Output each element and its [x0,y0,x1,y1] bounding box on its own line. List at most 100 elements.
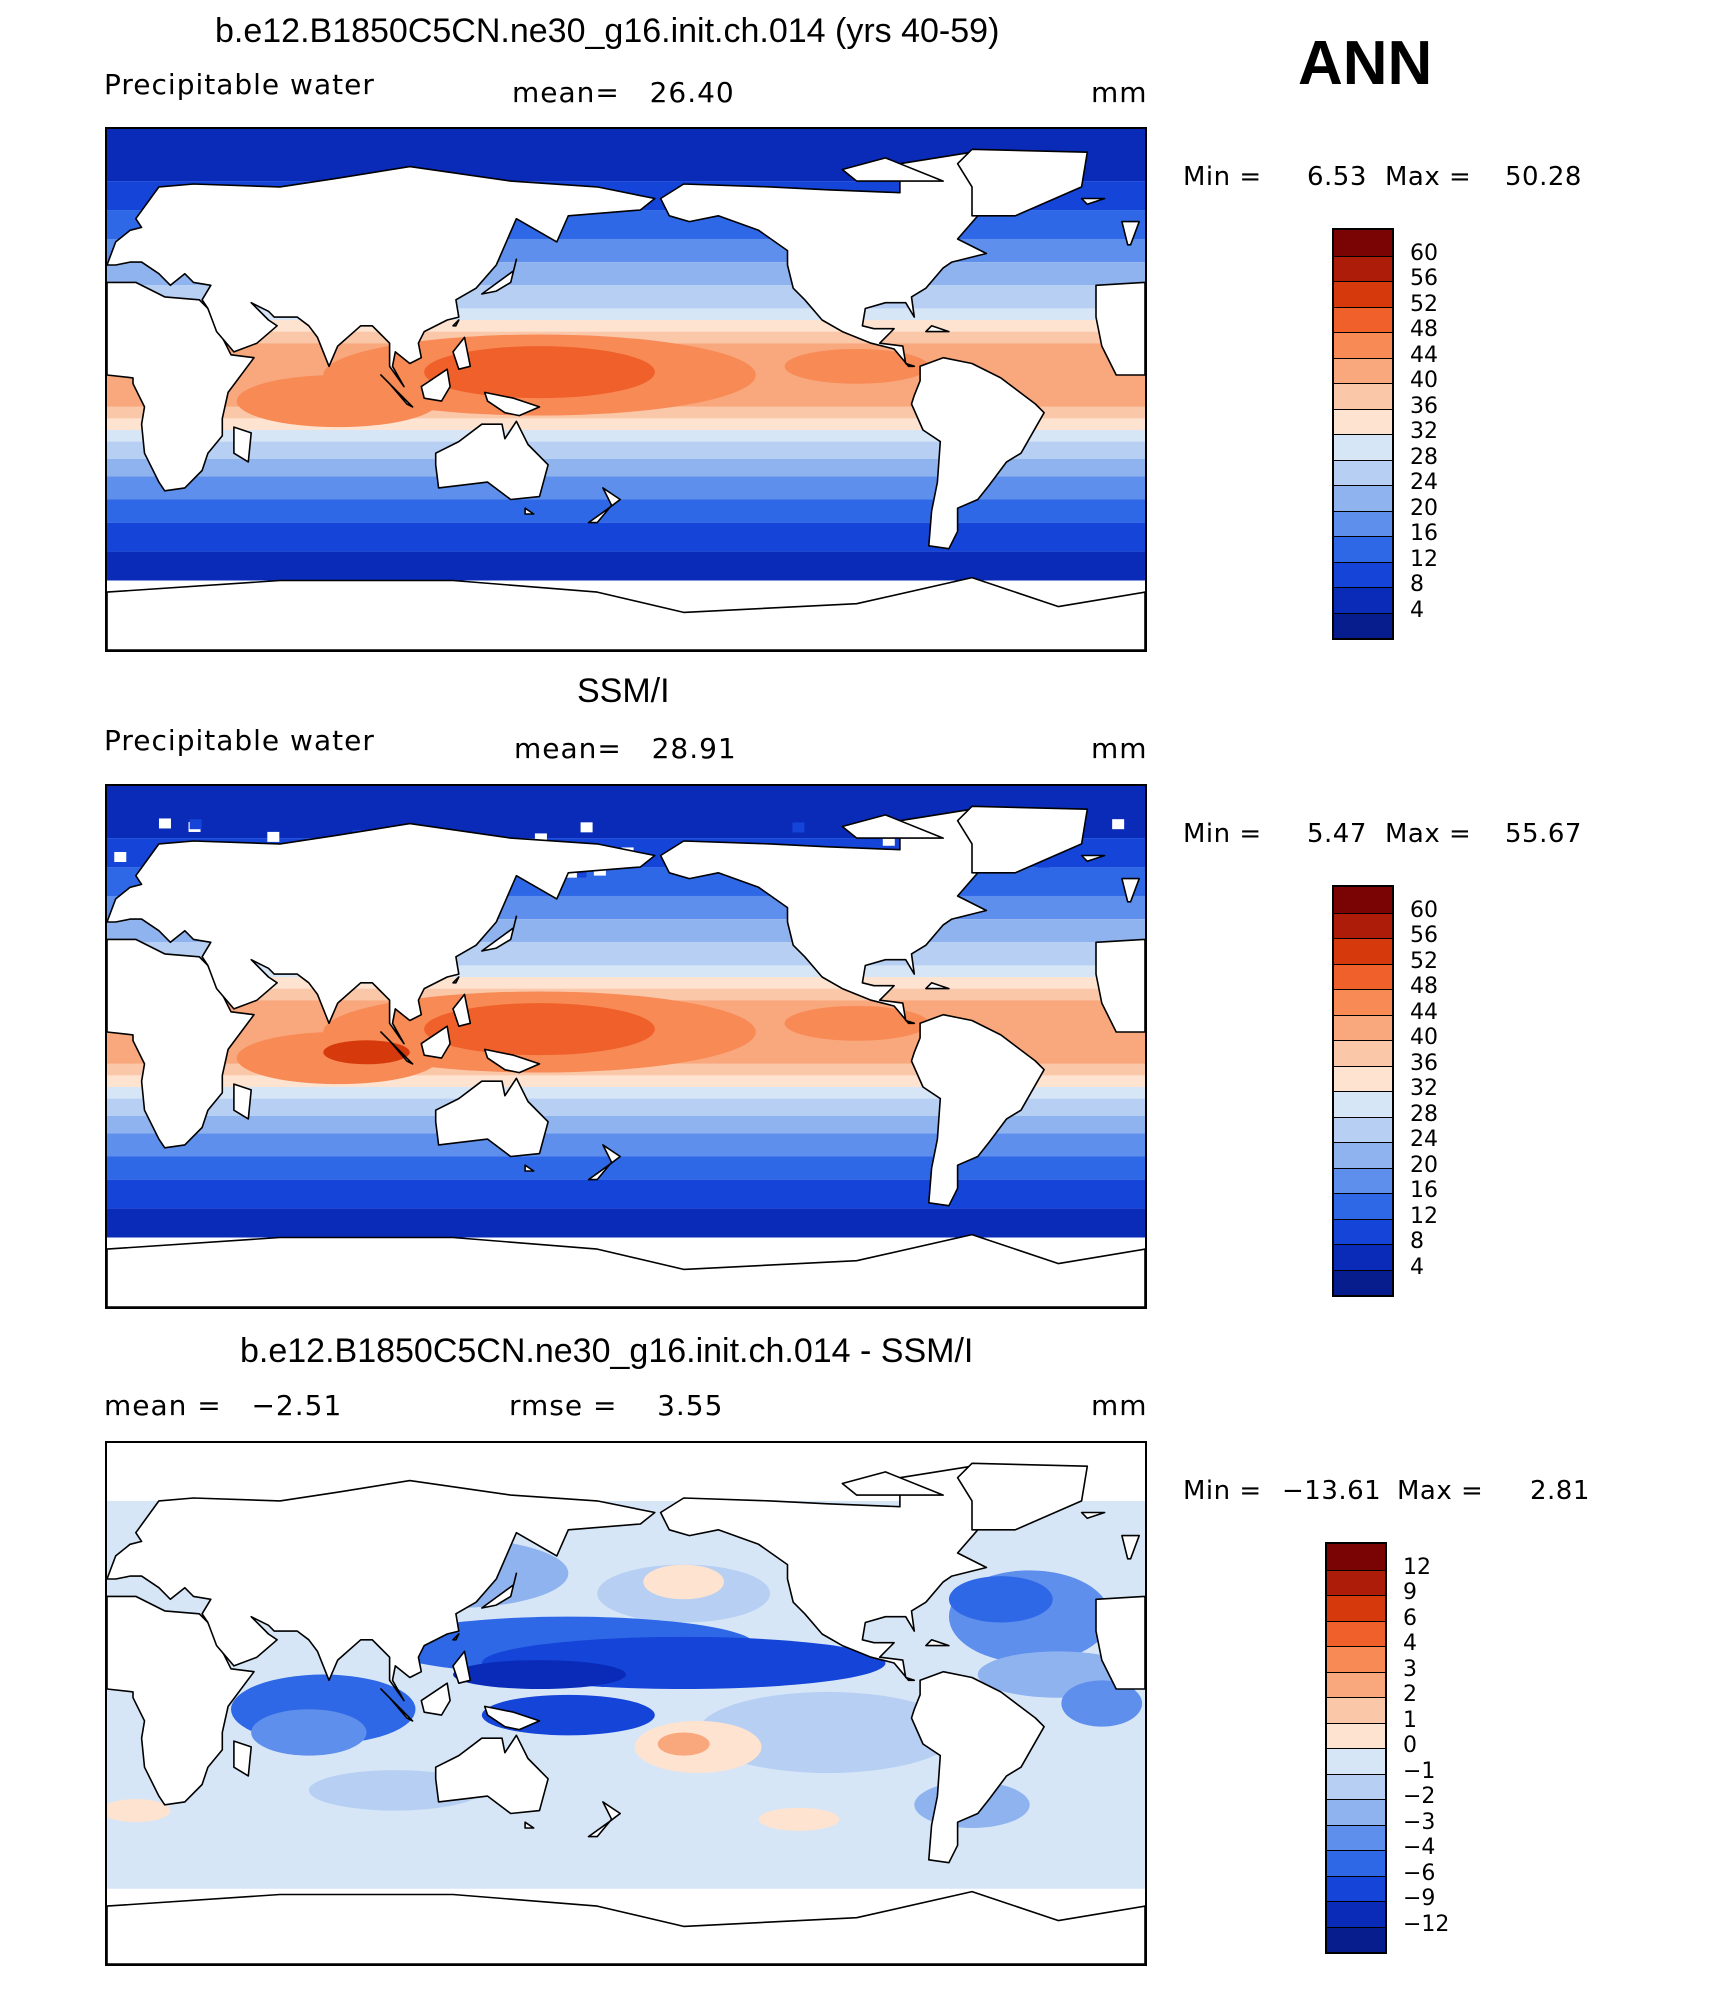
colorbar-swatch [1334,383,1392,409]
colorbar-swatch [1334,1218,1392,1244]
panel-1-variable-label: Precipitable water [104,68,375,101]
colorbar-tick-label: 16 [1410,521,1438,546]
colorbar-swatch [1334,281,1392,307]
panel-2-min-value: 5.47 [1307,819,1367,849]
colorbar-swatch [1334,1116,1392,1142]
panel-3-min-label: Min = [1183,1476,1262,1506]
colorbar-tick-label: −12 [1403,1911,1450,1937]
colorbar-tick-label: −2 [1403,1784,1436,1809]
colorbar-tick-label: −9 [1403,1886,1436,1911]
panel-3-rmse-label: rmse = 3.55 [509,1389,724,1422]
colorbar-swatch [1334,230,1392,256]
panel-3-map [105,1441,1147,1966]
colorbar-tick-label: 20 [1410,1152,1438,1178]
colorbar-swatch [1327,1595,1385,1621]
colorbar-tick-label: 56 [1410,923,1438,948]
panel-2-variable-label: Precipitable water [104,724,375,757]
colorbar-tick-label: 48 [1410,974,1438,999]
colorbar-tick-label: 52 [1410,948,1438,974]
panel-1-mean-label: mean= 26.40 [512,76,735,109]
colorbar-swatch [1334,255,1392,281]
colorbar-swatch [1334,306,1392,332]
colorbar-tick-label: 9 [1403,1580,1417,1605]
colorbar-swatch [1334,510,1392,536]
panel-1-min-value: 6.53 [1307,162,1367,192]
panel-2-map [105,784,1147,1309]
panel-1-max-label: Max = [1385,162,1472,192]
colorbar-swatch [1327,1722,1385,1748]
colorbar-tick-label: 4 [1403,1631,1417,1656]
colorbar-swatch [1327,1926,1385,1952]
colorbar-tick-label: 12 [1410,1203,1438,1229]
panel-3-max-label: Max = [1397,1476,1484,1506]
colorbar-tick-label: 0 [1403,1733,1417,1758]
colorbar-swatch [1327,1901,1385,1927]
colorbar-swatch [1334,1040,1392,1066]
colorbar-swatch [1334,485,1392,511]
colorbar-tick-label: 40 [1410,1025,1438,1050]
colorbar-swatch [1334,561,1392,587]
colorbar-swatch [1334,408,1392,434]
panel-2-units: mm [1091,732,1148,765]
colorbar-tick-label: 52 [1410,291,1438,317]
colorbar-swatch [1334,587,1392,613]
panel-1-min-label: Min = [1183,162,1262,192]
colorbar-swatch [1334,612,1392,638]
colorbar-tick-label: 12 [1410,546,1438,572]
colorbar-tick-label: 8 [1410,572,1424,597]
colorbar-swatch [1334,434,1392,460]
colorbar-swatch [1334,1244,1392,1270]
panel-1-title: b.e12.B1850C5CN.ne30_g16.init.ch.014 (yr… [215,12,1000,50]
colorbar-swatch [1334,887,1392,913]
colorbar-tick-label: −3 [1403,1809,1436,1835]
colorbar-tick-label: 28 [1410,1101,1438,1127]
panel-2-max-label: Max = [1385,819,1472,849]
panel-2-title: SSM/I [577,672,670,710]
colorbar-tick-label: 36 [1410,1050,1438,1076]
colorbar-swatch [1334,989,1392,1015]
colorbar-swatch [1327,1799,1385,1825]
panel-3-min-value: −13.61 [1282,1476,1382,1506]
panel-1-max-value: 50.28 [1505,162,1582,192]
colorbar-swatch [1327,1875,1385,1901]
colorbar-swatch [1334,1091,1392,1117]
colorbar-tick-label: 48 [1410,317,1438,342]
colorbar-tick-label: 16 [1410,1178,1438,1203]
panel-2-mean-label: mean= 28.91 [514,732,737,765]
colorbar-swatch [1327,1748,1385,1774]
colorbar-swatch [1334,1014,1392,1040]
colorbar-tick-label: −4 [1403,1835,1436,1860]
colorbar-tick-label: 8 [1410,1229,1424,1254]
colorbar-tick-label: 56 [1410,266,1438,291]
colorbar-swatch [1334,332,1392,358]
colorbar-tick-label: 36 [1410,393,1438,419]
colorbar-tick-label: 24 [1410,1127,1438,1152]
colorbar-swatch [1334,1142,1392,1168]
colorbar-swatch [1334,1269,1392,1295]
colorbar-swatch [1327,1620,1385,1646]
panel-3-mean-label: mean = −2.51 [104,1389,343,1422]
panel-3-colorbar [1325,1542,1387,1954]
colorbar-swatch [1327,1697,1385,1723]
colorbar-swatch [1327,1773,1385,1799]
colorbar-tick-label: 32 [1410,1076,1438,1101]
colorbar-tick-label: 40 [1410,368,1438,393]
colorbar-swatch [1327,1671,1385,1697]
panel-3-max-value: 2.81 [1530,1476,1590,1506]
colorbar-swatch [1327,1646,1385,1672]
colorbar-tick-label: 44 [1410,999,1438,1025]
colorbar-swatch [1334,963,1392,989]
panel-2-max-value: 55.67 [1505,819,1582,849]
colorbar-tick-label: 28 [1410,444,1438,470]
panel-1-map [105,127,1147,652]
panel-3-units: mm [1091,1389,1148,1422]
colorbar-swatch [1334,459,1392,485]
season-label: ANN [1298,29,1433,98]
colorbar-swatch [1334,1167,1392,1193]
colorbar-tick-label: 12 [1403,1554,1431,1580]
colorbar-swatch [1334,536,1392,562]
colorbar-swatch [1327,1569,1385,1595]
colorbar-swatch [1334,938,1392,964]
colorbar-tick-label: 44 [1410,342,1438,368]
colorbar-tick-label: 4 [1410,1254,1424,1280]
